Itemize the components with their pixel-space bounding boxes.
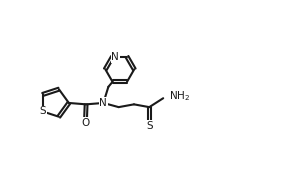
Text: N: N [100,98,107,108]
Text: S: S [39,106,46,117]
Text: S: S [146,121,153,131]
Text: N: N [111,52,119,62]
Text: O: O [81,118,90,128]
Text: NH$_2$: NH$_2$ [169,90,190,103]
